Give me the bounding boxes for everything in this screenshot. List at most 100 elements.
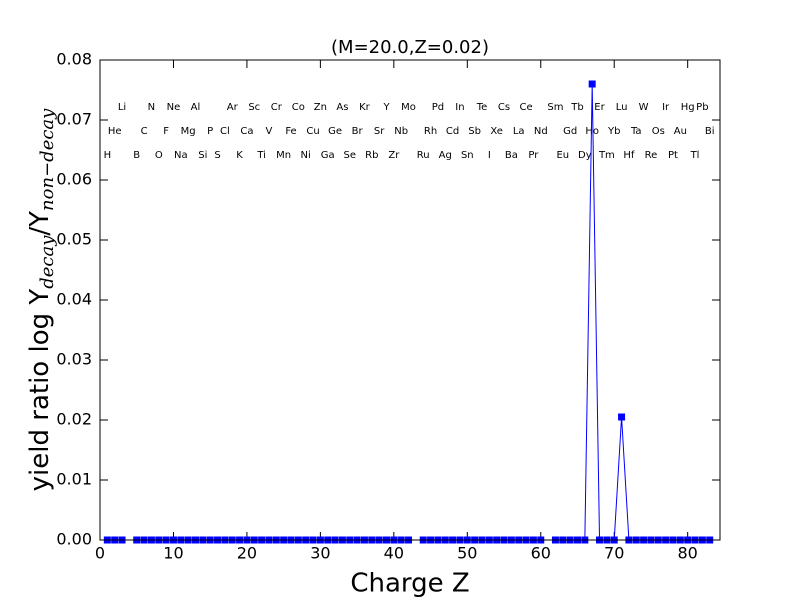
element-label: Eu bbox=[556, 150, 569, 161]
element-label: Ar bbox=[227, 102, 239, 113]
y-tick-label: 0.00 bbox=[56, 530, 92, 549]
element-label: Sb bbox=[468, 126, 481, 137]
element-label: Se bbox=[344, 150, 357, 161]
element-label: Ba bbox=[505, 150, 518, 161]
point bbox=[588, 80, 596, 88]
element-label: Ge bbox=[328, 126, 342, 137]
element-label: Na bbox=[174, 150, 188, 161]
element-label: N bbox=[148, 102, 155, 113]
x-tick-label: 30 bbox=[310, 544, 330, 563]
element-label: Kr bbox=[359, 102, 371, 113]
element-label: Sr bbox=[374, 126, 385, 137]
element-label: Al bbox=[191, 102, 201, 113]
y-tick-label: 0.05 bbox=[56, 230, 92, 249]
element-label: La bbox=[513, 126, 525, 137]
element-label: Hg bbox=[681, 102, 695, 113]
element-label: Ne bbox=[167, 102, 181, 113]
y-axis-label: yield ratio log Ydecay/Ynon−decay bbox=[25, 108, 59, 491]
element-label: Sn bbox=[461, 150, 474, 161]
element-label: Zn bbox=[314, 102, 327, 113]
element-label: Rb bbox=[365, 150, 378, 161]
element-label: Er bbox=[594, 102, 605, 113]
element-label: B bbox=[133, 150, 140, 161]
element-label: Te bbox=[476, 102, 488, 113]
element-label: Pb bbox=[696, 102, 708, 113]
x-tick-label: 10 bbox=[163, 544, 183, 563]
element-label: Ir bbox=[662, 102, 670, 113]
x-tick-label: 40 bbox=[384, 544, 404, 563]
element-label: Ru bbox=[417, 150, 430, 161]
element-label: Y bbox=[382, 102, 390, 113]
element-label: O bbox=[155, 150, 163, 161]
plot-frame bbox=[99, 59, 721, 541]
element-label: Mn bbox=[276, 150, 291, 161]
x-axis-label: Charge Z bbox=[350, 569, 469, 599]
y-tick-label: 0.03 bbox=[56, 350, 92, 369]
element-label: Dy bbox=[578, 150, 592, 161]
element-label: Os bbox=[652, 126, 665, 137]
element-label: K bbox=[236, 150, 243, 161]
element-label: Sc bbox=[248, 102, 260, 113]
element-label: Fe bbox=[285, 126, 296, 137]
element-label: Cs bbox=[498, 102, 510, 113]
element-label: Ce bbox=[519, 102, 532, 113]
element-label: Mg bbox=[181, 126, 196, 137]
element-label: Ca bbox=[240, 126, 253, 137]
element-label: Mo bbox=[401, 102, 416, 113]
element-label: Sm bbox=[547, 102, 563, 113]
element-label: Re bbox=[645, 150, 658, 161]
element-label: Hf bbox=[623, 150, 635, 161]
point bbox=[618, 413, 626, 421]
x-tick-label: 50 bbox=[457, 544, 477, 563]
element-label: In bbox=[455, 102, 464, 113]
element-label: Pr bbox=[528, 150, 539, 161]
element-label: Gd bbox=[563, 126, 577, 137]
element-label: Ni bbox=[301, 150, 311, 161]
element-label: S bbox=[214, 150, 220, 161]
element-label: Cl bbox=[220, 126, 230, 137]
element-label: I bbox=[488, 150, 491, 161]
y-tick-label: 0.08 bbox=[56, 50, 92, 69]
y-tick-label: 0.01 bbox=[56, 470, 92, 489]
element-label: Cd bbox=[446, 126, 459, 137]
element-label: H bbox=[104, 150, 112, 161]
y-label-sub: non−decay bbox=[37, 108, 58, 211]
element-label: Tm bbox=[598, 150, 615, 161]
y-tick-label: 0.02 bbox=[56, 410, 92, 429]
y-label-sub: decay bbox=[37, 235, 58, 289]
element-label: Pt bbox=[668, 150, 678, 161]
y-label-text: /Y bbox=[25, 211, 55, 236]
element-label: Au bbox=[674, 126, 687, 137]
element-label: Cu bbox=[306, 126, 319, 137]
element-label: Tl bbox=[690, 150, 700, 161]
element-label: Li bbox=[118, 102, 126, 113]
x-tick-label: 0 bbox=[95, 544, 105, 563]
x-tick-label: 60 bbox=[531, 544, 551, 563]
element-label: Ti bbox=[256, 150, 266, 161]
element-label: Lu bbox=[616, 102, 628, 113]
element-label: Xe bbox=[490, 126, 503, 137]
element-label: C bbox=[141, 126, 148, 137]
element-label: Ta bbox=[630, 126, 642, 137]
element-label: Ga bbox=[321, 150, 335, 161]
element-label: As bbox=[336, 102, 348, 113]
y-label-text: yield ratio log Y bbox=[25, 289, 55, 492]
y-tick-label: 0.06 bbox=[56, 170, 92, 189]
element-label: Nb bbox=[394, 126, 408, 137]
element-label: Cr bbox=[271, 102, 283, 113]
element-label: W bbox=[639, 102, 649, 113]
element-label: Nd bbox=[534, 126, 548, 137]
x-tick-label: 70 bbox=[604, 544, 624, 563]
element-label: V bbox=[266, 126, 273, 137]
element-label: P bbox=[207, 126, 213, 137]
element-label: Zr bbox=[388, 150, 400, 161]
x-tick-label: 80 bbox=[677, 544, 697, 563]
element-label: Si bbox=[198, 150, 207, 161]
y-tick-label: 0.04 bbox=[56, 290, 92, 309]
element-label: Yb bbox=[607, 126, 620, 137]
x-tick-label: 20 bbox=[237, 544, 257, 563]
element-label: Ho bbox=[585, 126, 599, 137]
